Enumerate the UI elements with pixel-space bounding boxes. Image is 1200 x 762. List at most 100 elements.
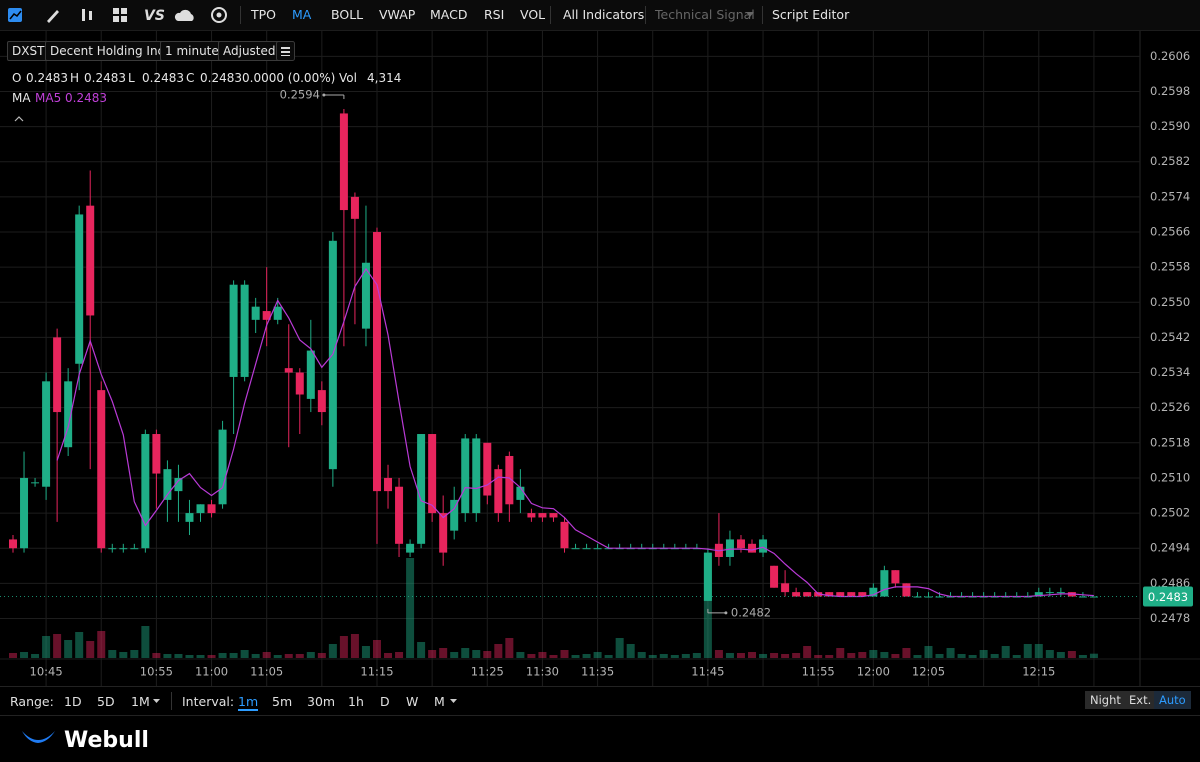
last-price-tag — [1143, 586, 1193, 607]
candle-body — [494, 469, 503, 514]
volume-bar — [31, 654, 40, 658]
volume-bar — [428, 650, 437, 658]
volume-bar — [593, 652, 602, 658]
candle-body — [858, 592, 867, 597]
indicator-button[interactable]: VOL — [520, 7, 546, 22]
x-tick-label: 11:25 — [471, 665, 504, 679]
indicator-button[interactable]: BOLL — [331, 7, 364, 22]
x-tick-label: 10:55 — [140, 665, 173, 679]
candle-body — [152, 434, 161, 474]
interval-option[interactable]: M — [434, 694, 445, 709]
all-indicators[interactable]: All Indicators — [563, 7, 645, 22]
indicator-label: MA — [12, 91, 31, 105]
cloud-icon[interactable] — [174, 9, 194, 21]
y-tick-label: 0.2550 — [1150, 295, 1190, 309]
volume-bar — [692, 653, 701, 658]
indicator-button[interactable]: TPO — [251, 7, 277, 22]
x-tick-label: 11:35 — [581, 665, 614, 679]
candle-body — [251, 306, 260, 320]
indicator-button[interactable]: RSI — [484, 7, 505, 22]
indicator-button[interactable]: MA — [292, 7, 312, 22]
candle-body — [384, 477, 393, 492]
volume-bar — [240, 650, 249, 658]
volume-bar — [836, 648, 845, 658]
y-tick-label: 0.2518 — [1150, 435, 1190, 449]
indicator-button[interactable]: VWAP — [379, 7, 416, 22]
ticker: DXST — [7, 41, 50, 61]
candle-body — [582, 548, 591, 550]
y-tick-label: 0.2590 — [1150, 119, 1190, 133]
session-option[interactable]: Auto — [1154, 691, 1191, 709]
interval-tag[interactable]: 1 minute — [160, 41, 224, 61]
volume-bar — [560, 650, 569, 658]
session-option[interactable]: Night — [1085, 691, 1126, 709]
compare-icon[interactable]: VS — [144, 8, 165, 24]
range-option[interactable]: 1M — [131, 694, 150, 709]
volume-bar — [20, 652, 29, 658]
indicator-button[interactable]: MACD — [430, 7, 468, 22]
interval-option[interactable]: 1h — [348, 694, 364, 709]
volume-bar — [825, 655, 834, 658]
volume-bar — [218, 653, 227, 658]
volume-bar — [317, 653, 326, 658]
quote-label: L — [128, 71, 135, 85]
y-tick-label: 0.2494 — [1150, 541, 1190, 555]
candle-body — [1034, 592, 1043, 597]
last-price-label: 0.2483 — [1148, 590, 1188, 604]
collapse-icon[interactable] — [14, 115, 24, 123]
candle-body — [350, 196, 359, 219]
volume-bar — [869, 650, 878, 658]
volume-bar — [814, 655, 823, 658]
layout-icon[interactable] — [113, 8, 119, 14]
volume-bar — [582, 654, 591, 658]
x-tick-label: 11:30 — [526, 665, 559, 679]
candle-body — [53, 337, 62, 413]
volume-bar — [284, 654, 293, 658]
candle-body — [748, 543, 757, 553]
candle-icon[interactable] — [82, 9, 85, 21]
interval-option[interactable]: 5m — [272, 694, 293, 709]
candle-body — [770, 565, 779, 588]
replay-icon[interactable] — [211, 7, 227, 23]
quote-label: C — [186, 71, 195, 85]
volume-bar — [130, 650, 139, 658]
arrow — [450, 699, 457, 703]
volume-bar — [472, 650, 481, 658]
toolbar: VS All Indicators Technical Signal Scrip… — [0, 0, 1200, 31]
x-tick-label: 10:45 — [30, 665, 63, 679]
volume-bar — [803, 646, 812, 658]
candle-body — [902, 583, 911, 597]
interval-option[interactable]: D — [380, 694, 390, 709]
volume-bar — [538, 652, 547, 658]
volume-bar — [1067, 651, 1076, 658]
settings-icon[interactable] — [276, 41, 296, 61]
volume-bar — [295, 654, 304, 658]
range-option[interactable]: 5D — [97, 694, 115, 709]
candle-body — [527, 513, 536, 518]
interval-option[interactable]: 1m — [238, 694, 259, 711]
candle-body — [163, 469, 172, 500]
adjust-tag[interactable]: Adjusted — [218, 41, 281, 61]
interval-option[interactable]: 30m — [307, 694, 336, 709]
range-option[interactable]: 1D — [64, 694, 82, 709]
candle-body — [505, 455, 514, 505]
interval-option[interactable]: W — [406, 694, 419, 709]
session-option[interactable]: Ext. — [1124, 691, 1157, 709]
high-marker-dot — [322, 93, 326, 97]
candle-body — [792, 592, 801, 597]
script-editor[interactable]: Script Editor — [772, 7, 850, 22]
volume-bar — [1089, 653, 1098, 658]
candle-body — [725, 539, 734, 557]
dropdown-arrow — [746, 12, 754, 17]
layout-icon-3 — [113, 16, 119, 22]
candle-body — [119, 548, 128, 550]
quote-change: 0.0000 (0.00%) — [242, 71, 336, 85]
volume-bar — [626, 644, 635, 658]
volume-bar — [450, 652, 459, 658]
draw-icon[interactable] — [47, 10, 59, 23]
volume-bar — [571, 655, 580, 658]
candle-body — [781, 583, 790, 593]
technical-signal[interactable]: Technical Signal — [655, 7, 755, 22]
y-tick-label: 0.2598 — [1150, 84, 1190, 98]
